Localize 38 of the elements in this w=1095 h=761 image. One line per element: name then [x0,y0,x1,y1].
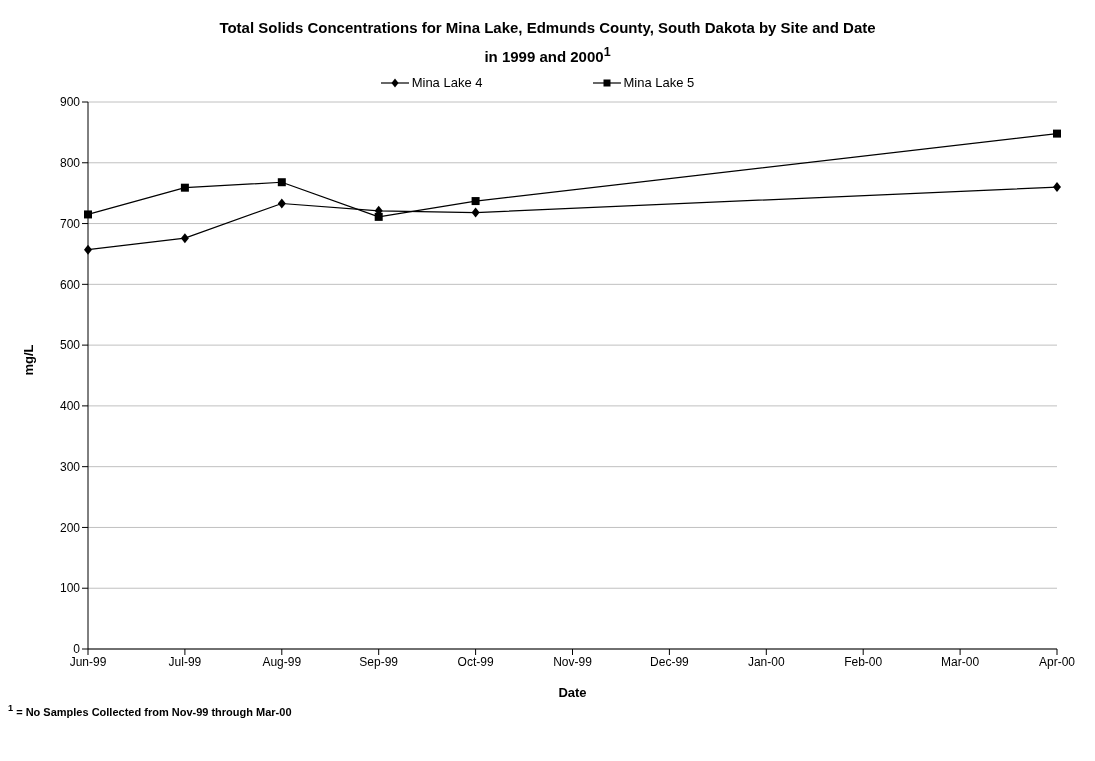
chart-title: Total Solids Concentrations for Mina Lake, Edmunds County, South Dakota by Site and Date in 1999 and 2000$^{1}$ [218,18,877,67]
x-tick-label: Feb-00 [844,654,883,669]
x-tick-label: Oct-99 [457,654,494,669]
y-tick-label: 300 [59,459,81,474]
x-axis-title: Date [558,685,587,700]
x-tick-label: Nov-99 [553,654,593,669]
y-tick-label: 100 [59,581,81,596]
point [180,183,189,192]
text: $^{1}$ = No Samples Collected from Nov-99 through Mar-00 [8,703,293,718]
y-tick-label: 400 [59,399,81,414]
point [277,198,286,209]
x-tick-label: Apr-00 [1038,654,1076,669]
y-tick-label: 500 [59,338,81,353]
legend-label: Mina Lake 5 [623,75,695,90]
x-tick-label: Jan-00 [747,654,785,669]
y-tick-label: 900 [59,95,81,110]
point [471,197,480,206]
point [84,244,92,255]
point [1053,182,1061,193]
x-tick-label: Jun-99 [69,654,107,669]
x-tick-label: Jul-99 [168,654,202,669]
point [180,233,189,244]
x-tick-label: Sep-99 [359,654,399,669]
y-tick-label: 0 [73,642,81,657]
y-tick-label: 200 [59,520,81,535]
point [1053,129,1061,138]
y-tick-label: 800 [59,156,81,171]
point [374,212,383,221]
x-tick-label: Aug-99 [262,654,302,669]
x-tick-label: Dec-99 [650,654,690,669]
x-tick-label: Mar-00 [941,654,980,669]
point [277,178,286,187]
y-axis-title: mg/L [20,344,36,376]
y-tick-label: 700 [59,216,81,231]
legend-label: Mina Lake 4 [411,75,483,90]
y-tick-label: 600 [59,277,81,292]
point [84,210,92,219]
point [471,207,480,218]
